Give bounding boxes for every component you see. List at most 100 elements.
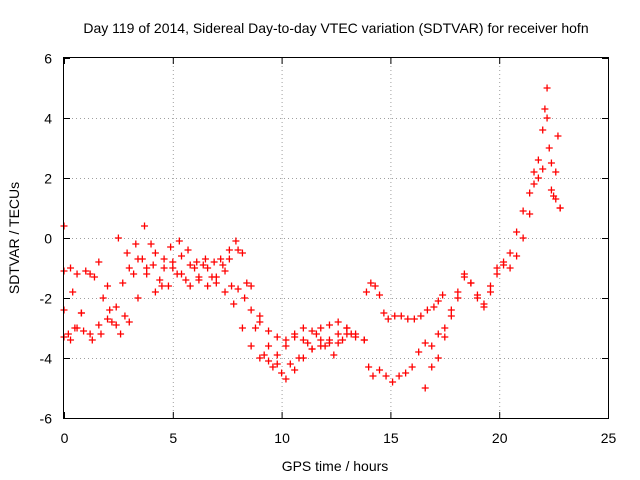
data-point [423,306,431,314]
data-point [104,315,112,323]
x-tick-label: 5 [169,430,177,446]
data-point [526,189,534,197]
data-point [500,261,508,269]
data-point [534,174,542,182]
data-point [543,84,551,92]
data-point [256,354,264,362]
data-point [493,264,501,272]
x-tick-label: 10 [274,430,290,446]
data-point [99,294,107,302]
data-point [112,303,120,311]
data-point [434,330,442,338]
data-point [256,312,264,320]
data-point [265,357,273,365]
data-point [178,252,186,260]
data-point [454,288,462,296]
y-tick-label: 2 [44,171,52,187]
data-point [108,318,116,326]
data-point [371,282,379,290]
data-point [308,327,316,335]
data-point [228,282,236,290]
data-point [389,378,397,386]
data-point [402,369,410,377]
data-point [404,315,412,323]
data-point [121,312,129,320]
data-point [376,366,384,374]
data-point [391,312,399,320]
data-point [434,354,442,362]
data-point [164,282,172,290]
data-point [541,105,549,113]
data-point [95,258,103,266]
data-point [86,330,94,338]
data-point [547,159,555,167]
data-point [334,318,342,326]
data-point [552,168,560,176]
x-tick-label: 20 [492,430,508,446]
data-point [204,264,212,272]
data-point [160,264,168,272]
data-point [291,366,299,374]
y-tick-label: 6 [44,51,52,67]
data-point [480,303,488,311]
data-point [106,306,114,314]
data-point [199,261,207,269]
data-point [467,279,475,287]
data-point [221,288,229,296]
y-tick-label: 4 [44,111,52,127]
data-point [339,336,347,344]
data-point [147,240,155,248]
data-point [360,336,368,344]
data-point [447,306,455,314]
data-point [417,312,425,320]
data-point [321,342,329,350]
data-point [95,321,103,329]
data-point [64,330,72,338]
data-point [539,126,547,134]
data-point [141,222,149,230]
data-point [325,339,333,347]
data-point [219,261,227,269]
data-point [273,360,281,368]
data-point [67,264,75,272]
data-point [269,363,277,371]
data-point [506,249,514,257]
data-point [552,195,560,203]
data-point [69,288,77,296]
data-point [151,249,159,257]
data-point [421,339,429,347]
data-point [114,234,122,242]
data-point [158,282,166,290]
data-point [384,315,392,323]
data-point [395,372,403,380]
data-point [428,363,436,371]
data-point [143,264,151,272]
x-tick-label: 15 [383,430,399,446]
data-point [308,345,316,353]
y-tick-label: -6 [40,411,53,427]
series-track-4 [60,222,351,383]
data-point [352,333,360,341]
data-point [175,237,183,245]
data-point [380,309,388,317]
series-track-7 [421,114,564,392]
data-point [238,324,246,332]
data-point [486,282,494,290]
data-point [73,324,81,332]
data-point [556,204,564,212]
data-point [493,270,501,278]
data-point [325,321,333,329]
data-point [513,252,521,260]
data-point [88,336,96,344]
data-point [67,336,75,344]
data-point [169,258,177,266]
data-point [278,369,286,377]
grid [64,58,608,418]
data-point [251,324,259,332]
data-point [230,300,238,308]
data-point [421,384,429,392]
data-point [312,330,320,338]
data-point [134,294,142,302]
data-point [526,210,534,218]
